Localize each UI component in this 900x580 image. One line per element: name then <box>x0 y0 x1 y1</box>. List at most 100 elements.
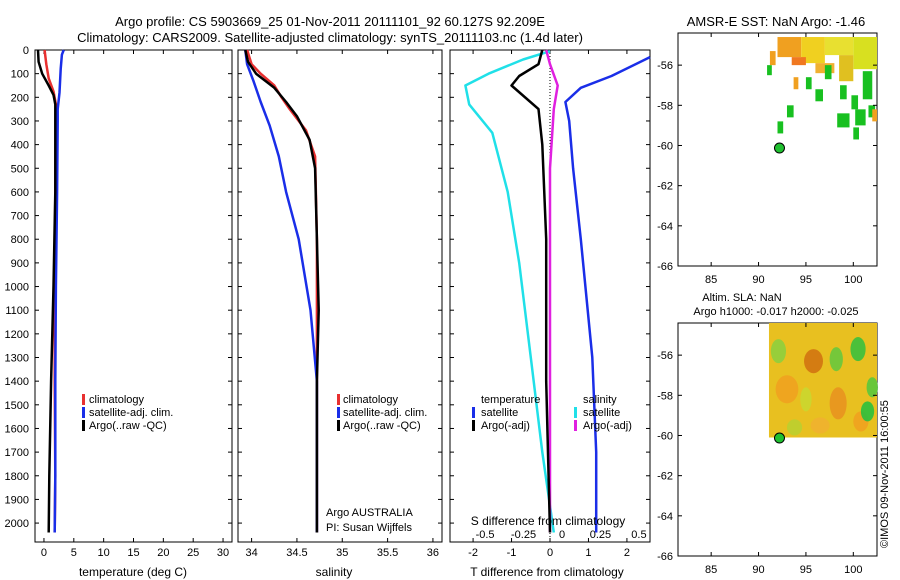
y-tick-label: 300 <box>11 116 29 128</box>
legend-label: climatology <box>343 394 399 406</box>
x-tick-label: 90 <box>752 274 764 286</box>
sst-cell <box>769 51 776 66</box>
sst-cell <box>868 105 876 118</box>
legend-swatch-climatology <box>82 394 85 405</box>
chart-title-line2: Climatology: CARS2009. Satellite-adjuste… <box>77 30 583 45</box>
sla-blob <box>866 377 878 398</box>
sst-cell <box>824 65 832 80</box>
sla-map-title-1: Altim. SLA: NaN <box>702 292 782 304</box>
sst-cell <box>872 109 877 122</box>
s-tick-label: 0 <box>559 529 565 541</box>
legend-label: satellite <box>583 407 620 419</box>
sst-map-title: AMSR-E SST: NaN Argo: -1.46 <box>687 14 865 29</box>
footer-stamp: ©IMOS 09-Nov-2011 16:00:55 <box>879 400 891 548</box>
sst-cell <box>801 37 825 64</box>
x-tick-label: 20 <box>157 547 169 559</box>
x-axis-label-salinity: salinity <box>316 565 353 579</box>
sla-blob <box>770 339 787 364</box>
series-line-t-argo <box>510 49 552 533</box>
legend-swatch-satellite <box>337 407 340 418</box>
y-tick-label: 1300 <box>5 353 29 365</box>
s-tick-label: -0.5 <box>476 529 495 541</box>
y-tick-label: 800 <box>11 234 29 246</box>
y-tick-label: -60 <box>657 140 673 152</box>
y-tick-label: -64 <box>657 511 673 523</box>
legend-label: salinity <box>583 394 617 406</box>
series-line-satellite-adj-clim- <box>244 49 319 533</box>
x-tick-label: 30 <box>217 547 229 559</box>
sst-cell <box>786 105 794 118</box>
x-tick-label: 90 <box>752 564 764 576</box>
sst-cell <box>837 113 850 128</box>
legend-swatch-s-argo <box>574 420 577 431</box>
y-tick-label: 1600 <box>5 423 29 435</box>
x-tick-label: 95 <box>800 564 812 576</box>
x-tick-label: 34 <box>245 547 257 559</box>
sst-cell <box>791 57 806 66</box>
y-tick-label: 1200 <box>5 329 29 341</box>
x-tick-label: 85 <box>705 564 717 576</box>
x-tick-label: 15 <box>127 547 139 559</box>
y-tick-label: -62 <box>657 181 673 193</box>
x-tick-label: 100 <box>844 564 862 576</box>
y-tick-label: -56 <box>657 350 673 362</box>
legend-swatch-t-satellite <box>472 407 475 418</box>
sla-map-panel: 85 90 95 100 -56 -58 -60 -62 -64 -66 <box>657 322 878 576</box>
y-tick-label: 600 <box>11 187 29 199</box>
y-tick-label: -60 <box>657 430 673 442</box>
sst-cell <box>777 121 784 134</box>
y-tick-label: 0 <box>23 45 29 57</box>
legend-label: Argo(..raw -QC) <box>89 420 167 432</box>
x-tick-label: 0 <box>41 547 47 559</box>
y-tick-label: -66 <box>657 551 673 563</box>
y-tick-label: 1900 <box>5 494 29 506</box>
y-tick-label: 400 <box>11 140 29 152</box>
y-tick-label: -64 <box>657 221 673 233</box>
sla-blob <box>860 401 875 422</box>
x-tick-label: 36 <box>427 547 439 559</box>
legend-swatch-s-satellite <box>574 407 577 418</box>
s-tick-label: 0.25 <box>590 529 611 541</box>
s-tick-label: 0.5 <box>631 529 646 541</box>
y-tick-label: -66 <box>657 261 673 273</box>
sst-cell <box>853 37 877 70</box>
chart-title-line1: Argo profile: CS 5903669_25 01-Nov-2011 … <box>115 14 545 29</box>
legend-label: satellite <box>481 407 518 419</box>
sla-blob <box>850 337 866 362</box>
y-tick-label: 1000 <box>5 282 29 294</box>
y-tick-label: 700 <box>11 211 29 223</box>
x-tick-label: 85 <box>705 274 717 286</box>
x-axis-label-s-difference: S difference from climatology <box>471 514 626 528</box>
x-tick-label: -1 <box>507 547 517 559</box>
y-tick-label: 1700 <box>5 447 29 459</box>
sst-cell <box>805 77 812 90</box>
sla-map-title-2: Argo h1000: -0.017 h2000: -0.025 <box>693 306 858 318</box>
legend-swatch-satellite <box>82 407 85 418</box>
y-tick-label: 1400 <box>5 376 29 388</box>
x-tick-label: 35.5 <box>377 547 398 559</box>
x-axis-label-t-difference: T difference from climatology <box>470 565 624 579</box>
x-tick-label: 0 <box>547 547 553 559</box>
x-tick-label: 25 <box>187 547 199 559</box>
y-tick-label: -58 <box>657 390 673 402</box>
sla-blob <box>775 375 799 404</box>
sst-map-panel: 85 90 95 100 -56 -58 -60 -62 -64 -66 <box>657 32 878 286</box>
y-tick-label: 900 <box>11 258 29 270</box>
difference-legend: temperature satellite Argo(-adj) salinit… <box>472 394 632 432</box>
legend-label: Argo(-adj) <box>583 420 632 432</box>
legend-swatch-argo <box>82 420 85 431</box>
legend-label: satellite-adj. clim. <box>89 407 173 419</box>
x-tick-label: -2 <box>468 547 478 559</box>
y-tick-label: -58 <box>657 100 673 112</box>
sla-blob <box>804 349 823 374</box>
difference-panel: -2 -1 0 1 2 -0.5 -0.25 0 0.25 0.5 <box>449 49 651 559</box>
series-line-s-satellite <box>464 50 556 533</box>
argo-location-marker <box>773 432 785 444</box>
x-tick-label: 95 <box>800 274 812 286</box>
y-tick-label: 1100 <box>5 305 29 317</box>
salinity-panel: 34 34.5 35 35.5 36 <box>237 49 443 559</box>
series-line-t-satellite <box>564 55 651 533</box>
y-tick-label: 500 <box>11 163 29 175</box>
y-tick-label: 100 <box>11 69 29 81</box>
